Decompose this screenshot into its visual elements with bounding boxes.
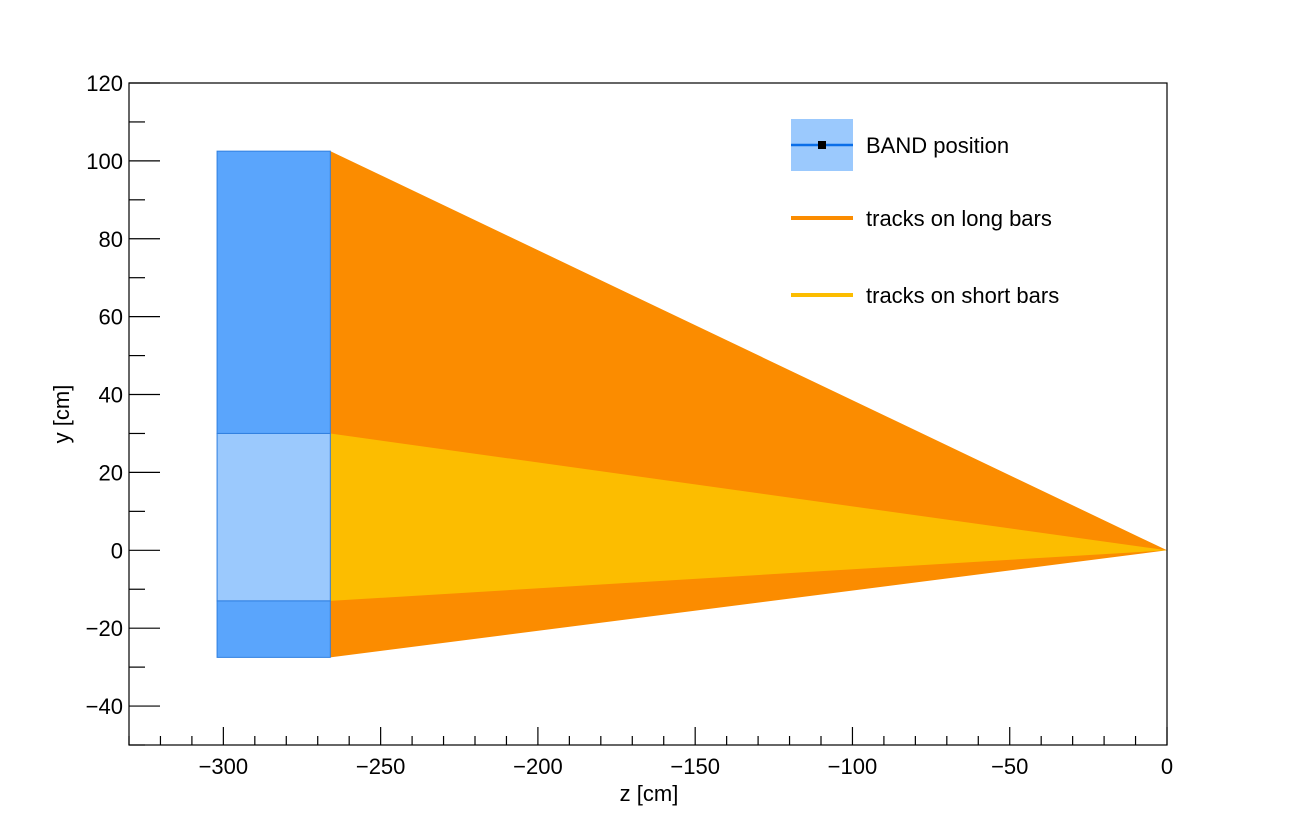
y-tick-label: 60 — [99, 305, 123, 330]
band-box-1 — [216, 432, 331, 602]
x-tick-label: −50 — [991, 754, 1028, 779]
series-2-area — [330, 433, 1167, 601]
x-tick-label: −250 — [356, 754, 406, 779]
y-tick-label: 120 — [86, 71, 123, 96]
legend-label-2: tracks on short bars — [866, 283, 1059, 308]
x-tick-label: −300 — [199, 754, 249, 779]
y-axis-title: y [cm] — [49, 385, 74, 444]
plot-frame — [128, 82, 1168, 746]
legend-label-1: tracks on long bars — [866, 206, 1052, 231]
x-axis-title: z [cm] — [620, 781, 679, 806]
band-box-0 — [216, 150, 331, 434]
y-tick-label: 100 — [86, 149, 123, 174]
x-tick-label: −150 — [670, 754, 720, 779]
x-tick-label: −100 — [828, 754, 878, 779]
legend-label-0: BAND position — [866, 133, 1009, 158]
y-tick-label: −20 — [86, 616, 123, 641]
x-tick-label: 0 — [1161, 754, 1173, 779]
y-tick-label: −40 — [86, 694, 123, 719]
x-tick-label: −200 — [513, 754, 563, 779]
y-tick-label: 80 — [99, 227, 123, 252]
legend-band-marker — [818, 141, 826, 149]
y-tick-label: 0 — [111, 538, 123, 563]
y-tick-label: 20 — [99, 460, 123, 485]
band-box-2 — [216, 600, 331, 658]
y-tick-label: 40 — [99, 383, 123, 408]
